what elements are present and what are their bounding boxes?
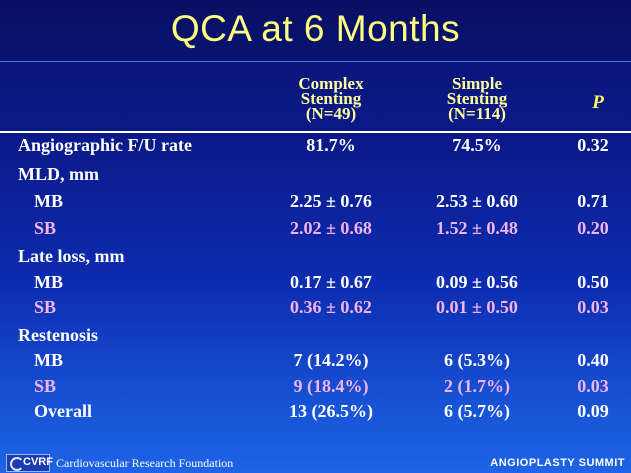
cell-complex: 2.02 ± 0.68 — [290, 218, 372, 238]
row-section-label: Late loss, mm — [18, 246, 125, 266]
table-row-restenosis-section: Restenosis — [0, 325, 631, 349]
table-row-mld-mb: MB 2.25 ± 0.76 2.53 ± 0.60 0.71 — [0, 191, 631, 215]
row-section-label: MLD, mm — [18, 164, 99, 184]
slide-title: QCA at 6 Months — [170, 8, 461, 49]
cell-simple: 6 (5.3%) — [444, 350, 510, 370]
cell-complex: 7 (14.2%) — [293, 350, 369, 370]
row-label: MB — [34, 191, 63, 211]
table-row-restenosis-mb: MB 7 (14.2%) 6 (5.3%) 0.40 — [0, 350, 631, 374]
cell-complex: 0.36 ± 0.62 — [290, 297, 372, 317]
column-header-simple: Simple Stenting (N=114) — [414, 74, 540, 123]
cell-complex: 0.17 ± 0.67 — [290, 272, 372, 292]
column-header-complex-line3: (N=49) — [305, 104, 357, 123]
footer-organization: Cardiovascular Research Foundation — [56, 456, 234, 470]
cell-p-value: 0.03 — [577, 297, 609, 317]
row-label: MB — [34, 350, 63, 370]
header-divider — [0, 131, 631, 133]
column-header-simple-line2: Stenting — [446, 89, 508, 108]
table-row-late-loss-mb: MB 0.17 ± 0.67 0.09 ± 0.56 0.50 — [0, 272, 631, 296]
column-header-complex-line2: Stenting — [300, 89, 362, 108]
cell-p-value: 0.40 — [577, 350, 609, 370]
cell-p-value: 0.03 — [577, 376, 609, 396]
row-label: SB — [34, 297, 57, 317]
cvrf-logo-icon — [10, 457, 24, 471]
cell-complex: 2.25 ± 0.76 — [290, 191, 372, 211]
cell-p-value: 0.50 — [577, 272, 609, 292]
table-row-mld-sb: SB 2.02 ± 0.68 1.52 ± 0.48 0.20 — [0, 218, 631, 242]
row-label: MB — [34, 272, 63, 292]
table-row-followup-rate: Angiographic F/U rate 81.7% 74.5% 0.32 — [0, 135, 631, 159]
cell-p-value: 0.20 — [577, 218, 609, 238]
cvrf-logo-text: CVRF — [23, 456, 53, 468]
row-label: SB — [34, 218, 57, 238]
title-band — [0, 0, 631, 62]
cell-p-value: 0.32 — [577, 135, 609, 155]
cell-complex: 81.7% — [306, 135, 356, 155]
column-header-complex-line1: Complex — [298, 74, 364, 93]
cell-simple: 6 (5.7%) — [444, 401, 510, 421]
table-row-restenosis-overall: Overall 13 (26.5%) 6 (5.7%) 0.09 — [0, 401, 631, 425]
cell-complex: 9 (18.4%) — [293, 376, 369, 396]
footer-brand: ANGIOPLASTY SUMMIT — [490, 457, 625, 469]
table-row-late-loss-sb: SB 0.36 ± 0.62 0.01 ± 0.50 0.03 — [0, 297, 631, 321]
column-header-simple-line1: Simple — [451, 74, 503, 93]
cell-p-value: 0.09 — [577, 401, 609, 421]
column-header-complex: Complex Stenting (N=49) — [268, 74, 394, 123]
column-header-simple-line3: (N=114) — [448, 104, 506, 123]
row-label: Overall — [34, 401, 92, 421]
table-row-late-loss-section: Late loss, mm — [0, 246, 631, 270]
cell-simple: 1.52 ± 0.48 — [436, 218, 518, 238]
slide-footer: CVRF Cardiovascular Research Foundation … — [0, 452, 631, 473]
cell-complex: 13 (26.5%) — [289, 401, 373, 421]
row-section-label: Restenosis — [18, 325, 98, 345]
table-row-mld-section: MLD, mm — [0, 164, 631, 188]
row-label: SB — [34, 376, 57, 396]
cvrf-logo: CVRF — [6, 454, 53, 472]
cell-p-value: 0.71 — [577, 191, 609, 211]
cell-simple: 74.5% — [452, 135, 502, 155]
column-header-p-value: P — [592, 92, 604, 113]
table-row-restenosis-sb: SB 9 (18.4%) 2 (1.7%) 0.03 — [0, 376, 631, 400]
cell-simple: 0.09 ± 0.56 — [436, 272, 518, 292]
title-divider — [0, 61, 631, 62]
row-label: Angiographic F/U rate — [18, 135, 192, 155]
cell-simple: 0.01 ± 0.50 — [436, 297, 518, 317]
cell-simple: 2.53 ± 0.60 — [436, 191, 518, 211]
cell-simple: 2 (1.7%) — [444, 376, 510, 396]
